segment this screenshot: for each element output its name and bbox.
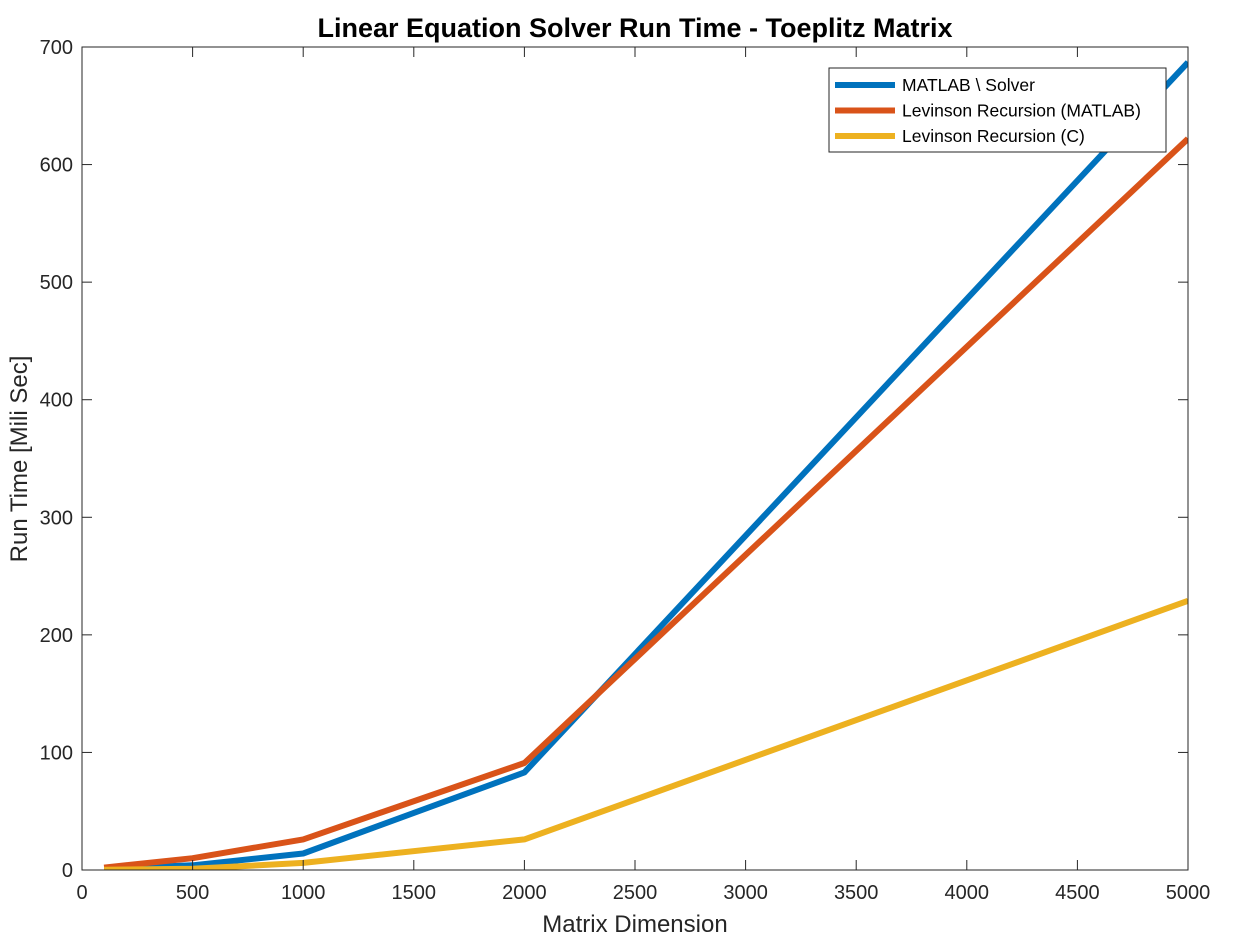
y-tick-label: 400 [40,390,73,412]
y-tick-label: 600 [40,155,73,177]
y-tick-label: 500 [40,272,73,294]
x-tick-label: 4000 [945,882,990,904]
x-tick-label: 1000 [281,882,326,904]
x-tick-label: 2500 [613,882,658,904]
legend-label-2: Levinson Recursion (MATLAB) [902,101,1141,121]
y-tick-label: 100 [40,742,73,764]
x-tick-label: 4500 [1055,882,1100,904]
y-tick-label: 200 [40,625,73,647]
x-tick-label: 0 [76,882,87,904]
legend: MATLAB \ Solver Levinson Recursion (MATLA… [828,67,1167,153]
y-tick-label: 700 [40,37,73,59]
x-tick-label: 1500 [392,882,437,904]
x-tick-label: 5000 [1166,882,1211,904]
y-tick-label: 300 [40,507,73,529]
axes-layer: 0 500 1000 1500 2000 2500 3000 3500 4000 4500 5000… [40,37,1211,904]
y-tick-label: 0 [62,860,73,882]
y-axis-label: Run Time [Mili Sec] [6,356,33,563]
x-tick-label: 500 [176,882,209,904]
x-tick-label: 3000 [723,882,768,904]
series-line-2 [103,136,1188,870]
x-tick-label: 3500 [834,882,879,904]
x-tick-label: 2000 [502,882,547,904]
plot-area [82,47,1188,870]
x-axis-label: Matrix Dimension [542,911,727,938]
chart-title: Linear Equation Solver Run Time - Toepli… [317,13,952,43]
legend-label-1: MATLAB \ Solver [902,75,1035,95]
legend-label-3: Levinson Recursion (C) [902,126,1085,146]
